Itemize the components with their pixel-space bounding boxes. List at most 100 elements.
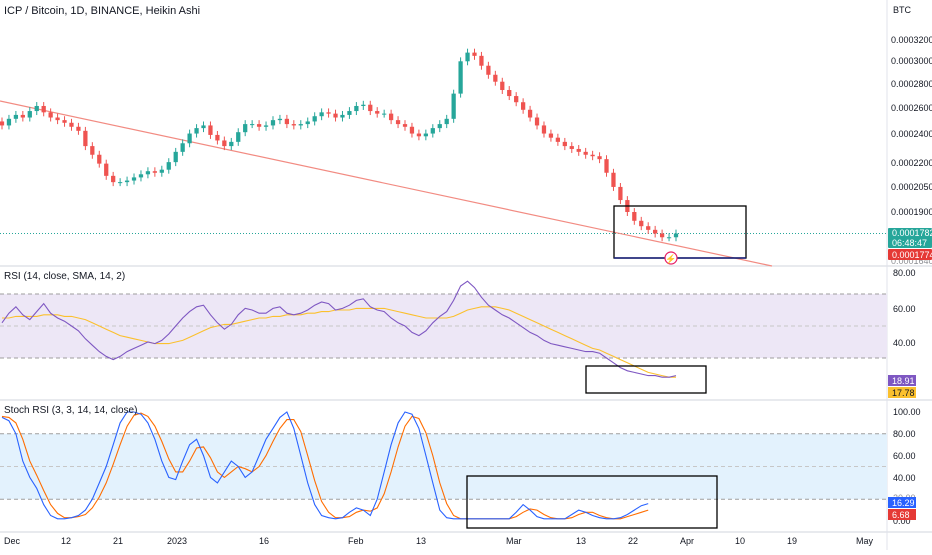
candle-body — [83, 130, 88, 147]
candle-body — [562, 141, 567, 147]
candle-body — [368, 104, 373, 112]
rsi-title: RSI (14, close, SMA, 14, 2) — [4, 271, 125, 282]
chart-title: ICP / Bitcoin, 1D, BINANCE, Heikin Ashi — [4, 5, 200, 17]
candle-body — [270, 120, 276, 126]
candle-body — [319, 112, 324, 117]
low-price-badge — [888, 249, 932, 260]
stoch-k-badge — [888, 497, 916, 508]
candle-body — [298, 124, 303, 126]
candle-body — [111, 175, 116, 183]
candle-body — [6, 118, 12, 126]
candle-body — [493, 74, 498, 82]
stoch-d-badge — [888, 509, 916, 520]
candle-body — [611, 172, 616, 187]
candles-group — [0, 48, 679, 242]
current-price-label: 0.0001782 — [892, 228, 932, 238]
time-label: 16 — [259, 536, 269, 546]
candle-body — [479, 55, 484, 66]
candle-body — [576, 148, 581, 152]
candle-body — [659, 233, 665, 238]
candle-body — [97, 154, 102, 164]
price-tick: 0.0002400 — [891, 129, 932, 139]
price-tick-hidden: 0.0001640 — [891, 256, 932, 266]
time-axis[interactable]: Dec 12 21 2023 16 Feb 13 Mar 13 22 Apr 1… — [4, 536, 874, 546]
candle-body — [138, 174, 144, 178]
candle-body — [632, 212, 637, 221]
price-axis[interactable]: 0.0003200 0.0003000 0.0002800 0.0002600 … — [891, 35, 932, 217]
candle-body — [236, 132, 241, 142]
candle-body — [117, 182, 123, 184]
event-marker-icon[interactable] — [664, 251, 678, 265]
candle-body — [305, 121, 310, 125]
candle-body — [27, 111, 32, 118]
candle-body — [618, 186, 623, 201]
candle-body — [375, 111, 380, 114]
annotation-box-stoch[interactable] — [466, 475, 718, 529]
candle-body — [48, 112, 53, 118]
candle-body — [90, 146, 95, 155]
candle-body — [534, 117, 540, 126]
time-label: 13 — [576, 536, 586, 546]
candle-body — [333, 113, 338, 118]
currency-label: BTC — [893, 5, 912, 15]
stoch-k-line — [1, 411, 649, 520]
candle-body — [423, 133, 428, 137]
candle-body — [326, 112, 331, 114]
time-label: 19 — [787, 536, 797, 546]
candle-body — [388, 113, 394, 121]
rsi-ma-label: 17.78 — [892, 388, 915, 398]
candle-body — [347, 111, 352, 115]
stoch-tick: 0.00 — [893, 516, 911, 526]
candle-body — [215, 134, 220, 141]
rsi-line — [1, 280, 677, 378]
time-label: 21 — [113, 536, 123, 546]
candle-body — [604, 159, 609, 173]
rsi-tick: 40.00 — [893, 338, 916, 348]
price-tick: 0.0002800 — [891, 79, 932, 89]
candle-body — [131, 177, 137, 181]
trendline[interactable] — [0, 100, 773, 267]
candle-body — [361, 104, 366, 106]
candle-body — [312, 116, 317, 122]
candle-body — [354, 105, 359, 112]
price-tick: 0.0002200 — [891, 158, 932, 168]
price-axis-bg — [887, 0, 932, 550]
lightning-icon: ⚡ — [665, 253, 676, 265]
stoch-d-line — [1, 412, 649, 520]
candle-body — [277, 118, 283, 121]
candle-body — [55, 117, 60, 121]
stoch-title: Stoch RSI (3, 3, 14, 14, close) — [4, 405, 137, 416]
candle-body — [486, 65, 491, 75]
candle-body — [222, 140, 227, 147]
stoch-k-label: 16.29 — [892, 498, 915, 508]
time-label: Dec — [4, 536, 21, 546]
candle-body — [229, 141, 234, 147]
rsi-value-label: 18.91 — [892, 376, 915, 386]
candle-body — [541, 125, 547, 134]
time-label: 10 — [735, 536, 745, 546]
candle-body — [583, 151, 588, 155]
candle-body — [13, 114, 19, 119]
stoch-tick: 40.00 — [893, 473, 916, 483]
candle-body — [430, 128, 435, 134]
rsi-ma-badge — [888, 387, 916, 398]
candle-body — [416, 133, 422, 137]
low-price-label: 0.0001774 — [892, 250, 932, 260]
candle-body — [382, 113, 387, 115]
candle-body — [250, 124, 255, 126]
candle-body — [673, 233, 679, 238]
stoch-tick: 100.00 — [893, 407, 921, 417]
candle-body — [243, 124, 248, 133]
rsi-value-badge — [888, 375, 916, 386]
countdown-label: 06:48:47 — [892, 238, 927, 248]
rsi-tick: 80.00 — [893, 268, 916, 278]
candle-body — [208, 125, 213, 135]
candle-body — [284, 118, 290, 125]
rsi-lines — [1, 280, 677, 378]
candle-body — [527, 109, 533, 118]
price-tick: 0.0003000 — [891, 56, 932, 66]
time-label: 13 — [416, 536, 426, 546]
annotation-box-rsi[interactable] — [585, 365, 707, 394]
stoch-d-label: 6.68 — [892, 510, 910, 520]
